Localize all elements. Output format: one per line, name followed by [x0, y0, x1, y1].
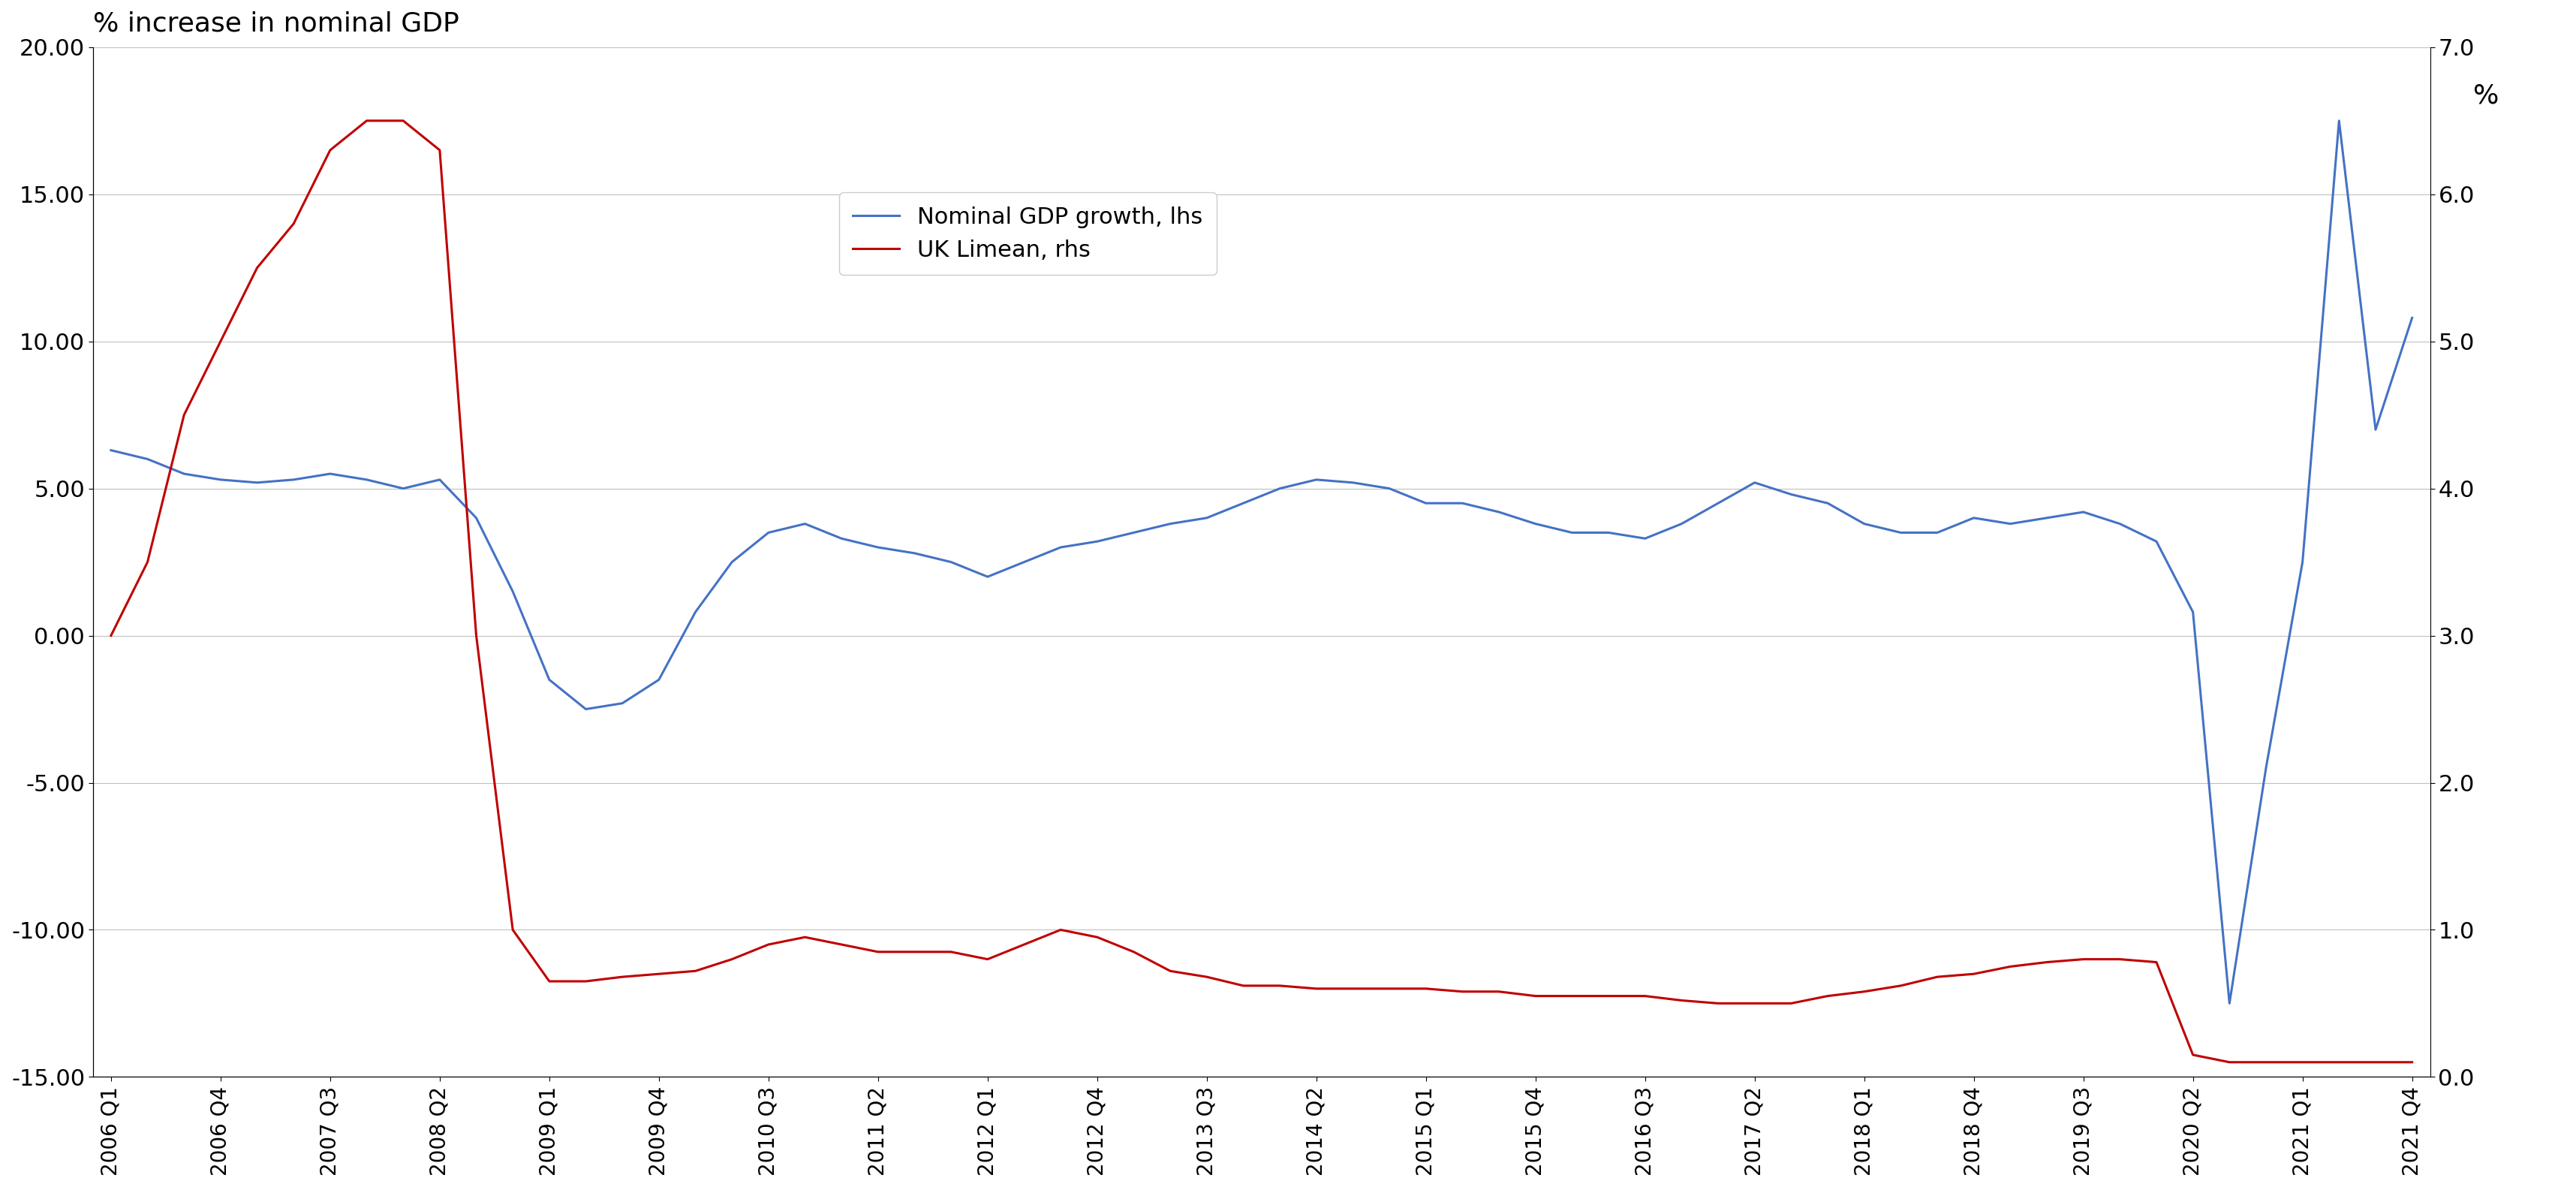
Legend: Nominal GDP growth, lhs, UK Limean, rhs: Nominal GDP growth, lhs, UK Limean, rhs [840, 192, 1216, 275]
Text: %: % [2473, 83, 2499, 109]
Text: % increase in nominal GDP: % increase in nominal GDP [93, 11, 459, 37]
